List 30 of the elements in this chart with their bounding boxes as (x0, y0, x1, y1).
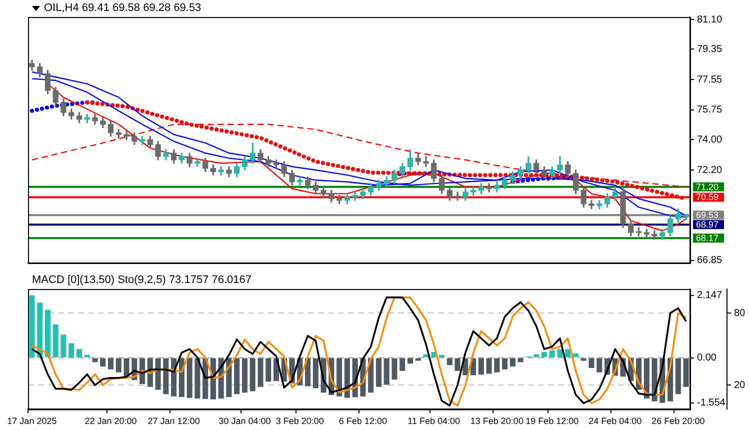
y-tick-label: 81.10 (697, 14, 722, 26)
y-tick-label: 79.35 (697, 44, 722, 55)
y-tick-label: 74.00 (697, 134, 722, 146)
x-tick-label: 19 Feb 12:00 (526, 416, 579, 426)
ref-line-label: 68.17 (696, 233, 719, 244)
x-tick-label: 13 Feb 20:00 (470, 416, 524, 426)
x-tick-label: 24 Feb 04:00 (588, 416, 642, 426)
y-tick-label: 0.00 (697, 352, 717, 364)
chart-title: MACD [0](13,50) Sto(9,2,5) 73.1757 76.0167 (32, 274, 252, 286)
y-tick-label: 75.75 (697, 104, 722, 116)
x-tick-label: 26 Feb 20:00 (652, 416, 705, 426)
x-tick-label: 30 Jan 04:00 (218, 416, 271, 426)
x-tick-label: 3 Feb 20:00 (276, 416, 324, 426)
ref-line-label: 69.53 (696, 210, 719, 220)
y-tick-label: 77.55 (697, 74, 722, 86)
chart-title: OIL,H4 69.41 69.58 69.28 69.53 (44, 2, 202, 14)
y2-tick-label: 20 (734, 380, 746, 391)
y-tick-label: 66.85 (697, 255, 722, 266)
x-tick-label: 27 Jan 12:00 (148, 416, 200, 426)
x-tick-label: 6 Feb 12:00 (338, 416, 387, 426)
y-tick-label: 2.147 (697, 290, 722, 302)
y2-tick-label: 80 (734, 308, 746, 319)
x-tick-label: 22 Jan 20:00 (84, 416, 137, 426)
y-tick-label: 72.20 (697, 164, 722, 176)
y-tick-label: -1.554 (697, 398, 726, 409)
ref-line-label: 70.59 (696, 192, 719, 202)
x-tick-label: 11 Feb 04:00 (408, 416, 460, 426)
ref-line-label: 68.97 (696, 220, 719, 230)
ref-line-label: 71.20 (696, 182, 719, 192)
x-tick-label: 17 Jan 2025 (7, 416, 57, 426)
